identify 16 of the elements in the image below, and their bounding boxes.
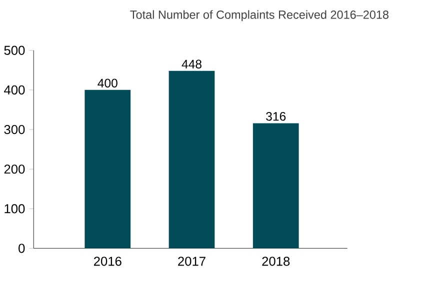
y-tick-label: 200	[4, 164, 25, 174]
x-tick-label: 2016	[94, 256, 122, 266]
y-tick-label: 300	[4, 125, 25, 134]
x-tick-label: 2018	[262, 256, 290, 266]
data-label: 400	[98, 78, 118, 88]
data-label: 448	[182, 60, 202, 69]
y-tick-label: 0	[18, 244, 25, 253]
bar	[252, 123, 299, 248]
y-tick-label: 400	[4, 86, 25, 95]
x-tick-label: 2017	[178, 256, 206, 266]
bar	[84, 90, 131, 248]
chart-title: Total Number of Complaints Received 2016–2018	[130, 10, 388, 22]
data-label: 316	[266, 112, 286, 121]
y-tick-label: 100	[4, 204, 25, 214]
bar	[168, 71, 215, 248]
y-tick-label: 500	[4, 46, 25, 56]
